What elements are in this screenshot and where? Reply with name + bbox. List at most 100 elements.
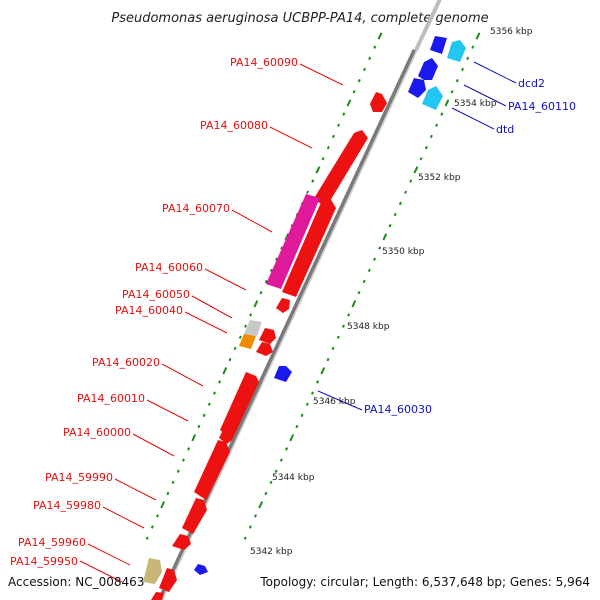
minor-tick [342,112,346,116]
minor-tick [455,78,459,83]
gene-feature-60040-b[interactable] [259,328,276,344]
major-tick [191,434,197,442]
major-tick [284,233,290,241]
gene-feature-60110[interactable] [408,78,426,98]
minor-tick [362,67,367,72]
gene-label-59990[interactable]: PA14_59990 [45,471,113,484]
major-tick [320,367,326,375]
gene-feature-60060-b[interactable] [276,298,290,313]
gene-label-59950[interactable]: PA14_59950 [10,555,78,568]
minor-tick [269,480,273,485]
gene-feature-59970[interactable] [194,564,208,575]
minor-tick [264,491,268,496]
scale-label-5354: 5354 kbp [454,99,497,109]
minor-tick [249,313,253,317]
minor-tick [466,56,470,60]
gene-label-60070[interactable]: PA14_60070 [162,202,230,215]
minor-tick [212,391,216,395]
gene-label-60030[interactable]: PA14_60030 [364,403,432,416]
minor-tick [259,290,263,295]
gene-feature-59990[interactable] [182,498,207,534]
gene-label-60000[interactable]: PA14_60000 [63,426,131,439]
accession-text: Accession: NC_008463 [8,575,144,589]
gene-feature-dcd2-b[interactable] [418,58,438,80]
minor-tick [362,279,366,284]
minor-tick [368,56,372,60]
gene-feature-60070[interactable] [266,194,320,289]
minor-tick [471,45,475,49]
gene-label-59980[interactable]: PA14_59980 [33,499,101,512]
minor-tick [238,335,242,340]
gene-feature-60000[interactable] [194,440,230,500]
major-tick [160,501,166,509]
minor-tick [326,357,330,362]
gene-feature-60040[interactable] [239,334,256,349]
gene-feature-60010[interactable] [219,430,232,444]
minor-tick [331,346,335,351]
minor-tick [269,268,273,273]
minor-tick [248,525,252,529]
major-tick [377,32,383,40]
gene-feature-dtd[interactable] [422,86,443,110]
gene-label-60050[interactable]: PA14_60050 [122,288,190,301]
gene-feature-59950[interactable] [159,568,177,592]
gene-features [143,36,466,600]
gene-feature-60060-a[interactable] [282,198,336,297]
minor-tick [311,179,315,183]
gene-label-dcd2[interactable]: dcd2 [518,77,545,90]
gene-label-dtd[interactable]: dtd [496,123,514,136]
genome-summary-text: Topology: circular; Length: 6,537,648 bp… [259,575,590,589]
minor-tick [197,424,201,429]
gene-feature-60020[interactable] [220,372,259,440]
gene-feature-dcd2[interactable] [447,40,466,62]
minor-tick [207,402,211,406]
minor-tick [450,90,454,94]
minor-tick [321,157,325,161]
major-tick [346,99,352,107]
minor-tick [228,357,232,362]
minor-tick [166,491,170,496]
gene-label-60010[interactable]: PA14_60010 [77,392,145,405]
minor-tick [295,424,299,429]
minor-tick [378,246,382,250]
gene-feature-60050[interactable] [244,320,262,336]
gene-feature-60030[interactable] [274,366,292,382]
gene-label-60090[interactable]: PA14_60090 [230,56,298,69]
minor-tick [300,413,304,418]
major-tick [382,233,388,241]
minor-tick [357,78,361,83]
gene-feature-60080[interactable] [313,130,368,206]
gene-label-59960[interactable]: PA14_59960 [18,536,86,549]
gene-label-60080[interactable]: PA14_60080 [200,119,268,132]
minor-tick [435,123,439,127]
minor-tick [347,313,351,317]
minor-tick [233,346,237,351]
minor-tick [253,514,258,518]
minor-tick [337,123,341,127]
gene-label-60020[interactable]: PA14_60020 [92,356,160,369]
minor-tick [326,145,330,150]
gene-label-60060[interactable]: PA14_60060 [135,261,203,274]
gene-label-60040[interactable]: PA14_60040 [115,304,183,317]
gene-feature-dcd2-dark[interactable] [430,36,447,54]
scale-label-5346: 5346 kbp [313,397,356,407]
minor-tick [331,134,335,139]
gene-feature-59940[interactable] [151,592,164,600]
gene-label-60110[interactable]: PA14_60110 [508,100,576,113]
minor-tick [409,179,413,183]
gene-feature-60020-a[interactable] [256,342,273,356]
major-tick [222,367,228,375]
map-title: Pseudomonas aeruginosa UCBPP-PA14, compl… [111,11,488,26]
gene-feature-59980[interactable] [172,534,191,550]
minor-tick [372,257,377,261]
minor-tick [280,246,284,250]
gene-labels: PA14_60090 PA14_60080 PA14_60070 PA14_60… [10,56,576,568]
minor-tick [150,525,154,529]
minor-tick [398,201,402,206]
minor-tick [155,514,160,518]
gene-feature-60090[interactable] [370,92,387,112]
major-tick [289,434,295,442]
gene-feature-59960[interactable] [143,558,162,584]
